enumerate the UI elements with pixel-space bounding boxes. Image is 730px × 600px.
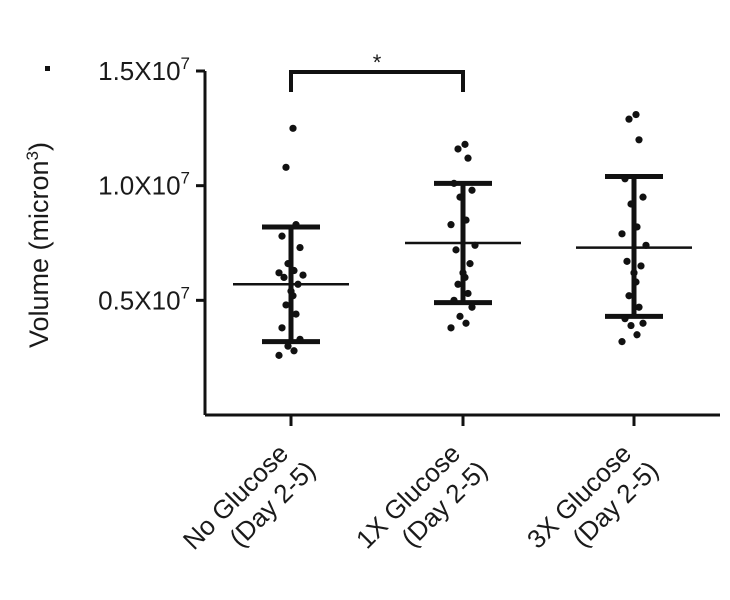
significance-label: * [373,50,382,75]
y-tick-label: 1.0X107 [98,169,190,201]
data-point [627,321,635,330]
data-point [299,271,307,279]
data-point [466,260,474,268]
data-point [456,312,464,320]
data-point [296,335,304,343]
data-point [447,324,455,332]
y-tick-group: 0.5X107 1.0X107 1.5X107 [98,54,205,315]
data-point [623,257,631,265]
y-axis-label: Volume (micron3) [23,142,54,348]
data-point [462,319,470,327]
data-point [278,324,286,332]
data-point [635,136,643,144]
data-point [625,115,633,123]
data-point [468,303,476,311]
data-point [450,296,458,304]
data-point [632,110,640,119]
data-point [275,351,283,359]
data-point [618,338,626,346]
y-tick-label: 0.5X107 [98,283,190,315]
data-point [450,179,458,187]
data-point [461,273,469,281]
data-point [294,280,302,288]
data-point [627,200,635,208]
data-point [632,278,640,286]
corner-mark [45,66,50,71]
data-point [454,280,462,288]
data-point [461,140,469,148]
data-point [630,269,638,277]
data-point [282,301,290,309]
data-point [282,163,290,171]
data-point [639,193,647,201]
data-point [296,243,304,252]
data-point [471,241,479,249]
y-tick-label: 1.5X107 [98,54,190,86]
data-point [456,193,464,201]
data-point [289,124,297,132]
data-point [290,347,298,355]
data-point [275,269,283,277]
data-point [462,216,470,224]
data-point [292,221,300,229]
data-point [642,241,650,249]
data-point [635,303,643,311]
data-point [633,223,641,231]
data-point [278,232,286,240]
data-point [464,289,472,298]
data-point [447,221,455,229]
data-point [284,342,292,350]
data-point [289,292,297,300]
data-point [637,262,645,270]
data-marks [233,110,692,359]
data-point [284,260,292,268]
x-tick-group [289,415,636,426]
data-point [290,266,298,275]
data-point [464,154,472,162]
data-point [621,175,629,183]
data-point [639,319,647,327]
data-point [452,246,460,254]
data-point [618,230,626,238]
data-point [454,145,462,153]
data-point [633,331,641,339]
data-point [292,310,300,318]
data-point [625,292,633,300]
data-point [468,186,476,194]
significance-bracket [289,70,465,92]
data-point [280,273,288,281]
data-point [621,315,629,323]
